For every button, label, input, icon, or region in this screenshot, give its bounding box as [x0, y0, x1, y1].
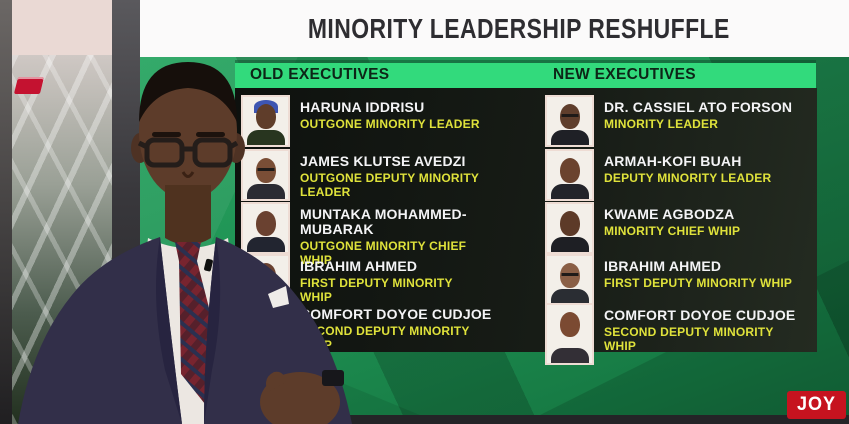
executive-role: FIRST DEPUTY MINORITY WHIP: [604, 276, 793, 290]
person-head: [255, 104, 276, 129]
person-shoulders: [550, 237, 589, 252]
executive-role: MINORITY CHIEF WHIP: [604, 224, 741, 238]
executive-photo: [545, 149, 594, 201]
executive-name: IBRAHIM AHMED: [604, 258, 722, 274]
executive-photo: [545, 254, 594, 306]
column-header-old: OLD EXECUTIVES: [250, 66, 390, 83]
person-shoulders: [550, 130, 589, 145]
executive-row: HARUNA IDDRISU OUTGONE MINORITY LEADER: [241, 95, 501, 147]
executive-role: OUTGONE DEPUTY MINORITY LEADER: [300, 171, 479, 199]
person-shoulders: [246, 184, 285, 199]
executive-photo: [241, 95, 290, 147]
person-shoulders: [246, 237, 285, 252]
executive-role: MINORITY LEADER: [604, 117, 719, 131]
person-shoulders: [550, 289, 589, 304]
executive-photo: [545, 95, 594, 147]
executive-row: ARMAH-KOFI BUAH DEPUTY MINORITY LEADER: [545, 149, 805, 201]
executive-photo: [241, 149, 290, 201]
column-header-bar: OLD EXECUTIVES NEW EXECUTIVES: [235, 63, 816, 88]
executive-role: DEPUTY MINORITY LEADER: [604, 171, 772, 185]
executive-row: DR. CASSIEL ATO FORSON MINORITY LEADER: [545, 95, 805, 147]
executive-name: COMFORT DOYOE CUDJOE: [300, 306, 492, 322]
executive-row: IBRAHIM AHMED FIRST DEPUTY MINORITY WHIP: [545, 254, 805, 306]
executive-role: OUTGONE MINORITY LEADER: [300, 117, 480, 131]
executive-role: SECOND DEPUTY MINORITY WHIP: [604, 325, 774, 353]
glasses-icon: [561, 273, 578, 281]
glasses-icon: [561, 114, 578, 122]
person-head: [559, 158, 580, 183]
page-title: MINORITY LEADERSHIP RESHUFFLE: [308, 12, 731, 44]
column-header-new: NEW EXECUTIVES: [553, 66, 696, 83]
executive-photo: [545, 303, 594, 365]
screen-bottom-strip: [140, 415, 849, 424]
executive-photo: [545, 202, 594, 254]
executive-row: KWAME AGBODZA MINORITY CHIEF WHIP: [545, 202, 805, 254]
title-band: MINORITY LEADERSHIP RESHUFFLE: [140, 0, 849, 57]
executives-panel: [235, 88, 817, 352]
executive-name: HARUNA IDDRISU: [300, 99, 425, 115]
person-head: [255, 211, 276, 236]
executive-name: KWAME AGBODZA: [604, 206, 735, 222]
executive-name: MUNTAKA MOHAMMED-MUBARAK: [300, 206, 467, 237]
glasses-icon: [257, 168, 274, 176]
joy-channel-logo: JOY: [787, 391, 846, 419]
executive-name: ARMAH-KOFI BUAH: [604, 153, 742, 169]
person-shoulders: [550, 348, 589, 363]
person-shoulders: [550, 184, 589, 199]
person-head: [559, 312, 580, 337]
person-head: [559, 211, 580, 236]
executive-row: COMFORT DOYOE CUDJOE SECOND DEPUTY MINOR…: [545, 303, 805, 365]
executive-role: FIRST DEPUTY MINORITY WHIP: [300, 276, 453, 304]
wall-edge: [0, 0, 12, 424]
news-presenter: [18, 62, 352, 424]
executive-photo: [241, 202, 290, 254]
executive-row: MUNTAKA MOHAMMED-MUBARAK OUTGONE MINORIT…: [241, 202, 501, 267]
executive-role: OUTGONE MINORITY CHIEF WHIP: [300, 239, 467, 267]
executive-row: JAMES KLUTSE AVEDZI OUTGONE DEPUTY MINOR…: [241, 149, 501, 201]
executive-name: COMFORT DOYOE CUDJOE: [604, 307, 796, 323]
joy-logo-text: JOY: [797, 394, 836, 415]
person-shoulders: [246, 130, 285, 145]
executive-name: JAMES KLUTSE AVEDZI: [300, 153, 466, 169]
executive-name: IBRAHIM AHMED: [300, 258, 418, 274]
executive-name: DR. CASSIEL ATO FORSON: [604, 99, 793, 115]
